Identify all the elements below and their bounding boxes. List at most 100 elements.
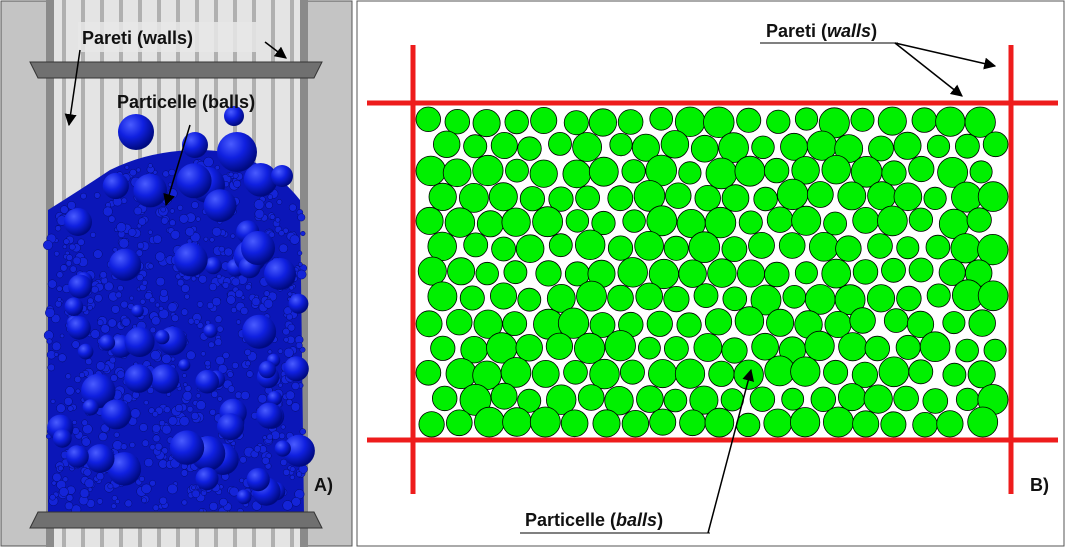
- ball: [70, 266, 77, 273]
- ball: [68, 406, 74, 412]
- ball: [546, 333, 572, 359]
- ball: [691, 135, 718, 162]
- ball: [133, 174, 167, 208]
- ball: [153, 505, 159, 511]
- ball: [95, 294, 103, 302]
- ball: [53, 429, 72, 448]
- ball: [894, 132, 921, 159]
- ball: [984, 339, 1006, 361]
- ball: [181, 309, 188, 316]
- ball: [150, 480, 156, 486]
- ball: [138, 218, 146, 226]
- ball: [160, 289, 167, 296]
- ball: [182, 500, 187, 505]
- ball: [125, 165, 129, 169]
- ball: [241, 391, 250, 400]
- ball: [894, 386, 919, 411]
- bottom-plate: [30, 512, 322, 528]
- ball: [51, 399, 55, 403]
- ball: [605, 331, 635, 361]
- ball: [927, 284, 950, 307]
- ball: [897, 237, 919, 259]
- ball: [191, 412, 198, 419]
- ball: [446, 410, 472, 436]
- ball: [476, 262, 499, 285]
- ball: [125, 327, 155, 357]
- ball: [63, 245, 67, 249]
- ball: [73, 257, 81, 265]
- ball: [191, 202, 198, 209]
- ball: [48, 280, 57, 289]
- ball: [956, 339, 979, 362]
- ball: [764, 158, 789, 183]
- ball: [159, 306, 163, 310]
- ball: [119, 238, 129, 248]
- ball: [60, 334, 64, 338]
- ball: [783, 285, 806, 308]
- ball: [184, 294, 189, 299]
- ball: [217, 413, 244, 440]
- ball: [279, 244, 288, 253]
- ball: [694, 334, 722, 362]
- ball: [86, 444, 115, 473]
- ball: [297, 251, 302, 256]
- ball: [491, 383, 517, 409]
- ball: [708, 259, 737, 288]
- ball: [118, 114, 154, 150]
- ball: [159, 420, 165, 426]
- ball: [59, 487, 68, 496]
- ball: [805, 331, 834, 360]
- ball: [78, 239, 85, 246]
- ball: [563, 160, 591, 188]
- ball: [116, 223, 126, 233]
- ball: [283, 501, 293, 511]
- ball: [824, 360, 848, 384]
- ball: [66, 445, 89, 468]
- ball: [64, 397, 72, 405]
- ball: [447, 309, 473, 335]
- ball: [210, 409, 216, 415]
- ball: [115, 499, 119, 503]
- ball: [242, 315, 276, 349]
- ball: [245, 349, 251, 355]
- ball: [429, 183, 456, 210]
- ball: [951, 234, 980, 263]
- ball: [737, 413, 760, 436]
- ball: [765, 262, 790, 287]
- ball: [635, 231, 664, 260]
- ball: [503, 408, 532, 437]
- ball: [791, 357, 820, 386]
- ball: [78, 344, 94, 360]
- ball: [197, 301, 203, 307]
- ball: [705, 309, 731, 335]
- ball: [909, 360, 933, 384]
- ball: [254, 446, 261, 453]
- ball: [298, 262, 302, 266]
- ball: [443, 159, 471, 187]
- ball: [194, 319, 199, 324]
- ball: [970, 161, 992, 183]
- ball: [428, 232, 457, 261]
- ball: [576, 186, 600, 210]
- ball: [267, 434, 273, 440]
- ball: [201, 352, 206, 357]
- ball: [196, 401, 205, 410]
- ball: [955, 134, 979, 158]
- ball: [66, 255, 72, 261]
- figure: Pareti (walls) Particelle (balls) A) Par…: [0, 0, 1065, 547]
- ball: [116, 292, 122, 298]
- ball: [502, 208, 530, 236]
- ball: [795, 262, 817, 284]
- ball: [937, 411, 963, 437]
- ball: [171, 230, 180, 239]
- ball: [241, 307, 249, 315]
- ball: [823, 407, 853, 437]
- ball: [416, 107, 441, 132]
- ball: [151, 350, 161, 360]
- ball: [530, 160, 557, 187]
- ball: [623, 210, 646, 233]
- ball: [256, 403, 282, 429]
- ball: [967, 208, 991, 232]
- ball: [637, 386, 664, 413]
- ball: [913, 412, 938, 437]
